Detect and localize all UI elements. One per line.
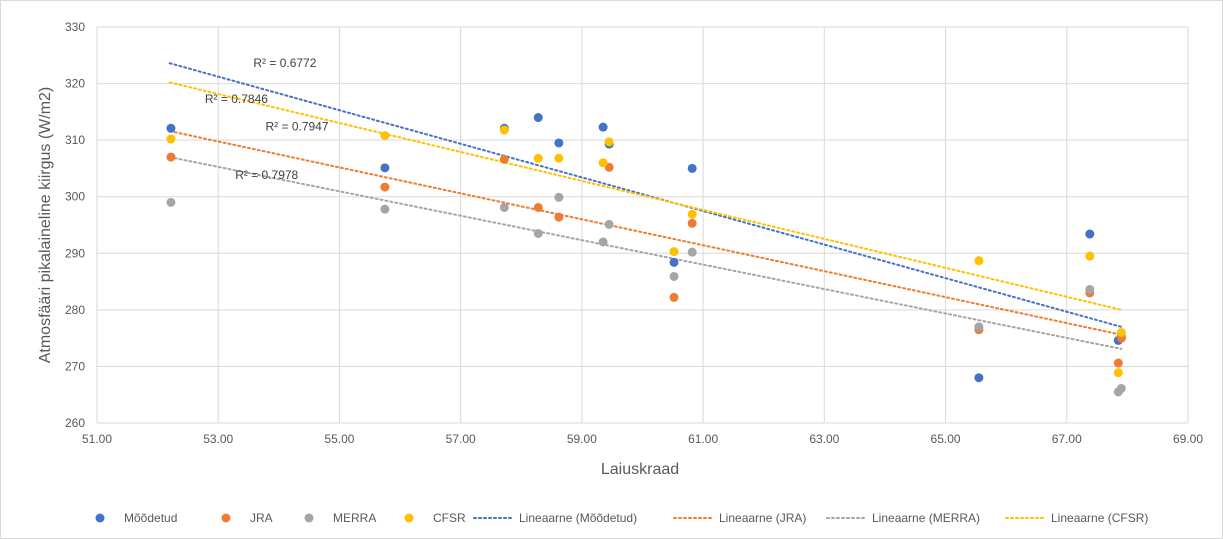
data-point bbox=[687, 209, 697, 219]
y-axis-title: Atmosfääri pikalaineline kiirgus (W/m2) bbox=[37, 87, 54, 364]
data-point bbox=[669, 257, 679, 267]
r2-label: R² = 0.7978 bbox=[235, 168, 298, 182]
x-axis-ticks: 51.00 53.00 55.00 57.00 59.00 61.00 63.00 65.00… bbox=[82, 432, 1203, 446]
x-tick-label: 51.00 bbox=[82, 432, 112, 446]
y-axis-ticks: 260 270 280 290 300 310 320 330 bbox=[65, 20, 85, 430]
data-point bbox=[687, 218, 697, 228]
data-point bbox=[687, 247, 697, 257]
y-tick-label: 260 bbox=[65, 416, 85, 430]
data-point bbox=[669, 292, 679, 302]
data-point bbox=[554, 153, 564, 163]
legend-marker bbox=[404, 513, 414, 523]
data-point bbox=[380, 163, 390, 173]
legend-marker bbox=[221, 513, 231, 523]
y-tick-label: 330 bbox=[65, 20, 85, 34]
legend-trend-label: Lineaarne (Mõõdetud) bbox=[519, 511, 637, 525]
data-point bbox=[1085, 284, 1095, 294]
data-point bbox=[669, 247, 679, 257]
trendline bbox=[168, 81, 1123, 311]
data-point bbox=[499, 202, 509, 212]
data-point bbox=[1113, 358, 1123, 368]
x-tick-label: 61.00 bbox=[688, 432, 718, 446]
data-point bbox=[598, 122, 608, 132]
data-point bbox=[166, 134, 176, 144]
trendline bbox=[168, 62, 1123, 328]
data-point bbox=[1116, 383, 1126, 393]
data-point bbox=[604, 219, 614, 229]
data-point bbox=[380, 204, 390, 214]
data-point bbox=[1116, 327, 1126, 337]
x-tick-label: 59.00 bbox=[567, 432, 597, 446]
data-point bbox=[533, 113, 543, 123]
x-tick-label: 67.00 bbox=[1052, 432, 1082, 446]
r2-label: R² = 0.6772 bbox=[253, 56, 316, 70]
legend: Mõõdetud JRA MERRA CFSR Lineaarne (Mõõdetud)… bbox=[95, 511, 1148, 525]
x-tick-label: 69.00 bbox=[1173, 432, 1203, 446]
data-point bbox=[380, 131, 390, 141]
legend-trend-label: Lineaarne (CFSR) bbox=[1051, 511, 1148, 525]
x-axis-title: Laiuskraad bbox=[601, 461, 679, 478]
data-point bbox=[598, 237, 608, 247]
data-point bbox=[499, 125, 509, 135]
data-point bbox=[533, 202, 543, 212]
data-point bbox=[974, 322, 984, 332]
data-point bbox=[669, 271, 679, 281]
legend-marker bbox=[95, 513, 105, 523]
data-point bbox=[533, 153, 543, 163]
data-point bbox=[604, 137, 614, 147]
x-tick-label: 63.00 bbox=[809, 432, 839, 446]
legend-label: JRA bbox=[250, 511, 273, 525]
legend-trend-label: Lineaarne (JRA) bbox=[719, 511, 806, 525]
legend-label: CFSR bbox=[433, 511, 466, 525]
data-point bbox=[166, 152, 176, 162]
x-tick-label: 65.00 bbox=[931, 432, 961, 446]
trendline bbox=[168, 156, 1123, 350]
x-tick-label: 57.00 bbox=[446, 432, 476, 446]
data-point bbox=[499, 154, 509, 164]
r2-labels: R² = 0.6772 R² = 0.7846 R² = 0.7947 R² = 0.… bbox=[205, 56, 329, 182]
data-point bbox=[554, 138, 564, 148]
data-point bbox=[554, 212, 564, 222]
y-tick-label: 320 bbox=[65, 77, 85, 91]
data-point bbox=[974, 373, 984, 383]
data-point bbox=[1085, 251, 1095, 261]
x-tick-label: 53.00 bbox=[203, 432, 233, 446]
y-tick-label: 280 bbox=[65, 303, 85, 317]
legend-trend-label: Lineaarne (MERRA) bbox=[872, 511, 980, 525]
r2-label: R² = 0.7947 bbox=[265, 120, 328, 134]
data-point bbox=[598, 158, 608, 168]
data-point bbox=[974, 256, 984, 266]
data-points bbox=[166, 113, 1126, 397]
data-point bbox=[554, 192, 564, 202]
data-point bbox=[166, 197, 176, 207]
data-point bbox=[1085, 229, 1095, 239]
legend-label: MERRA bbox=[333, 511, 376, 525]
y-tick-label: 290 bbox=[65, 246, 85, 260]
trendlines bbox=[168, 62, 1123, 350]
data-point bbox=[533, 228, 543, 238]
r2-label: R² = 0.7846 bbox=[205, 92, 268, 106]
y-tick-label: 270 bbox=[65, 359, 85, 373]
x-tick-label: 55.00 bbox=[324, 432, 354, 446]
data-point bbox=[380, 182, 390, 192]
trendline bbox=[168, 130, 1123, 336]
y-tick-label: 310 bbox=[65, 133, 85, 147]
y-tick-label: 300 bbox=[65, 190, 85, 204]
legend-label: Mõõdetud bbox=[124, 511, 177, 525]
data-point bbox=[687, 163, 697, 173]
legend-marker bbox=[304, 513, 314, 523]
data-point bbox=[1113, 368, 1123, 378]
data-point bbox=[166, 123, 176, 133]
